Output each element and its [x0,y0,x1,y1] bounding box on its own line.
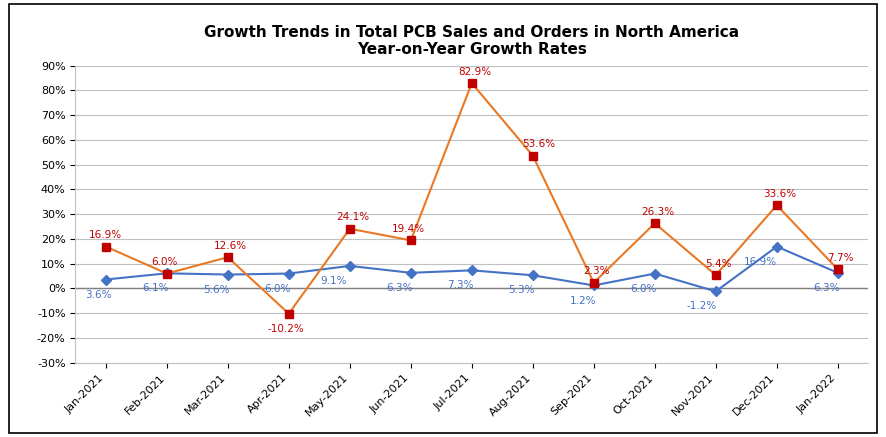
Shipments [772,244,782,249]
Shipments [406,270,416,275]
Shipments [284,271,294,276]
Shipments [833,270,843,275]
Text: 5.3%: 5.3% [509,285,535,295]
Text: 6.1%: 6.1% [143,283,169,293]
Text: 3.6%: 3.6% [86,290,113,299]
Bookings [649,221,660,226]
Shipments [100,277,111,282]
Bookings [284,311,294,316]
Shipments [161,271,172,276]
Bookings [345,226,355,231]
Text: 9.1%: 9.1% [320,276,346,286]
Line: Shipments: Shipments [103,243,841,295]
Text: 19.4%: 19.4% [392,224,424,234]
Text: -10.2%: -10.2% [268,324,305,334]
Text: 82.9%: 82.9% [458,67,491,77]
Bookings [100,244,111,249]
Text: 2.3%: 2.3% [583,267,610,276]
Bookings [161,271,172,276]
Bookings [833,267,843,272]
Shipments [222,272,233,277]
Text: 6.0%: 6.0% [265,284,291,294]
Bookings [588,280,599,285]
Text: 26.3%: 26.3% [641,207,674,217]
Text: 6.0%: 6.0% [151,257,177,267]
Text: 12.6%: 12.6% [214,241,247,251]
Text: -1.2%: -1.2% [687,302,717,312]
Text: 6.0%: 6.0% [631,284,657,294]
Text: 5.6%: 5.6% [204,284,230,295]
Shipments [711,289,721,294]
Line: Bookings: Bookings [102,79,842,318]
Shipments [588,283,599,288]
Bookings [527,153,538,158]
Bookings [406,238,416,243]
Text: 1.2%: 1.2% [570,295,596,305]
Shipments [345,263,355,268]
Bookings [222,255,233,260]
Title: Growth Trends in Total PCB Sales and Orders in North America
Year-on-Year Growth: Growth Trends in Total PCB Sales and Ord… [205,25,739,57]
Text: 5.4%: 5.4% [705,259,732,269]
Bookings [466,80,477,86]
Shipments [527,273,538,278]
Text: 6.3%: 6.3% [386,283,413,293]
Text: 24.1%: 24.1% [336,212,369,222]
Text: 16.9%: 16.9% [89,230,122,240]
Bookings [772,203,782,208]
Shipments [466,268,477,273]
Shipments [649,271,660,276]
Text: 7.7%: 7.7% [828,253,854,263]
Bookings [711,272,721,277]
Text: 6.3%: 6.3% [813,283,840,293]
Text: 53.6%: 53.6% [522,139,555,149]
Text: 33.6%: 33.6% [763,189,797,199]
Text: 7.3%: 7.3% [447,281,474,291]
Text: 16.9%: 16.9% [743,257,777,267]
